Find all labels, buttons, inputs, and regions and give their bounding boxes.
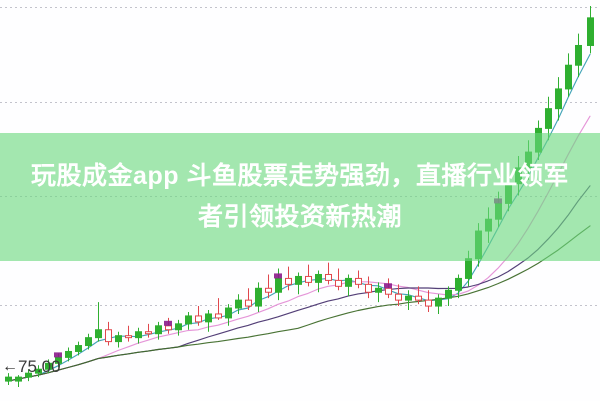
title-line-2: 者引领投资新热潮	[197, 203, 402, 231]
price-marker-value: 75.00	[18, 357, 61, 376]
left-arrow-icon: ←	[2, 358, 18, 375]
title-overlay: 玩股成金app 斗鱼股票走势强劲，直播行业领军 者引领投资新热潮	[0, 133, 600, 261]
title-line-1: 玩股成金app 斗鱼股票走势强劲，直播行业领军	[31, 162, 569, 190]
title-overlay-band	[0, 133, 600, 261]
price-axis-marker: ← 75.00	[2, 357, 61, 377]
